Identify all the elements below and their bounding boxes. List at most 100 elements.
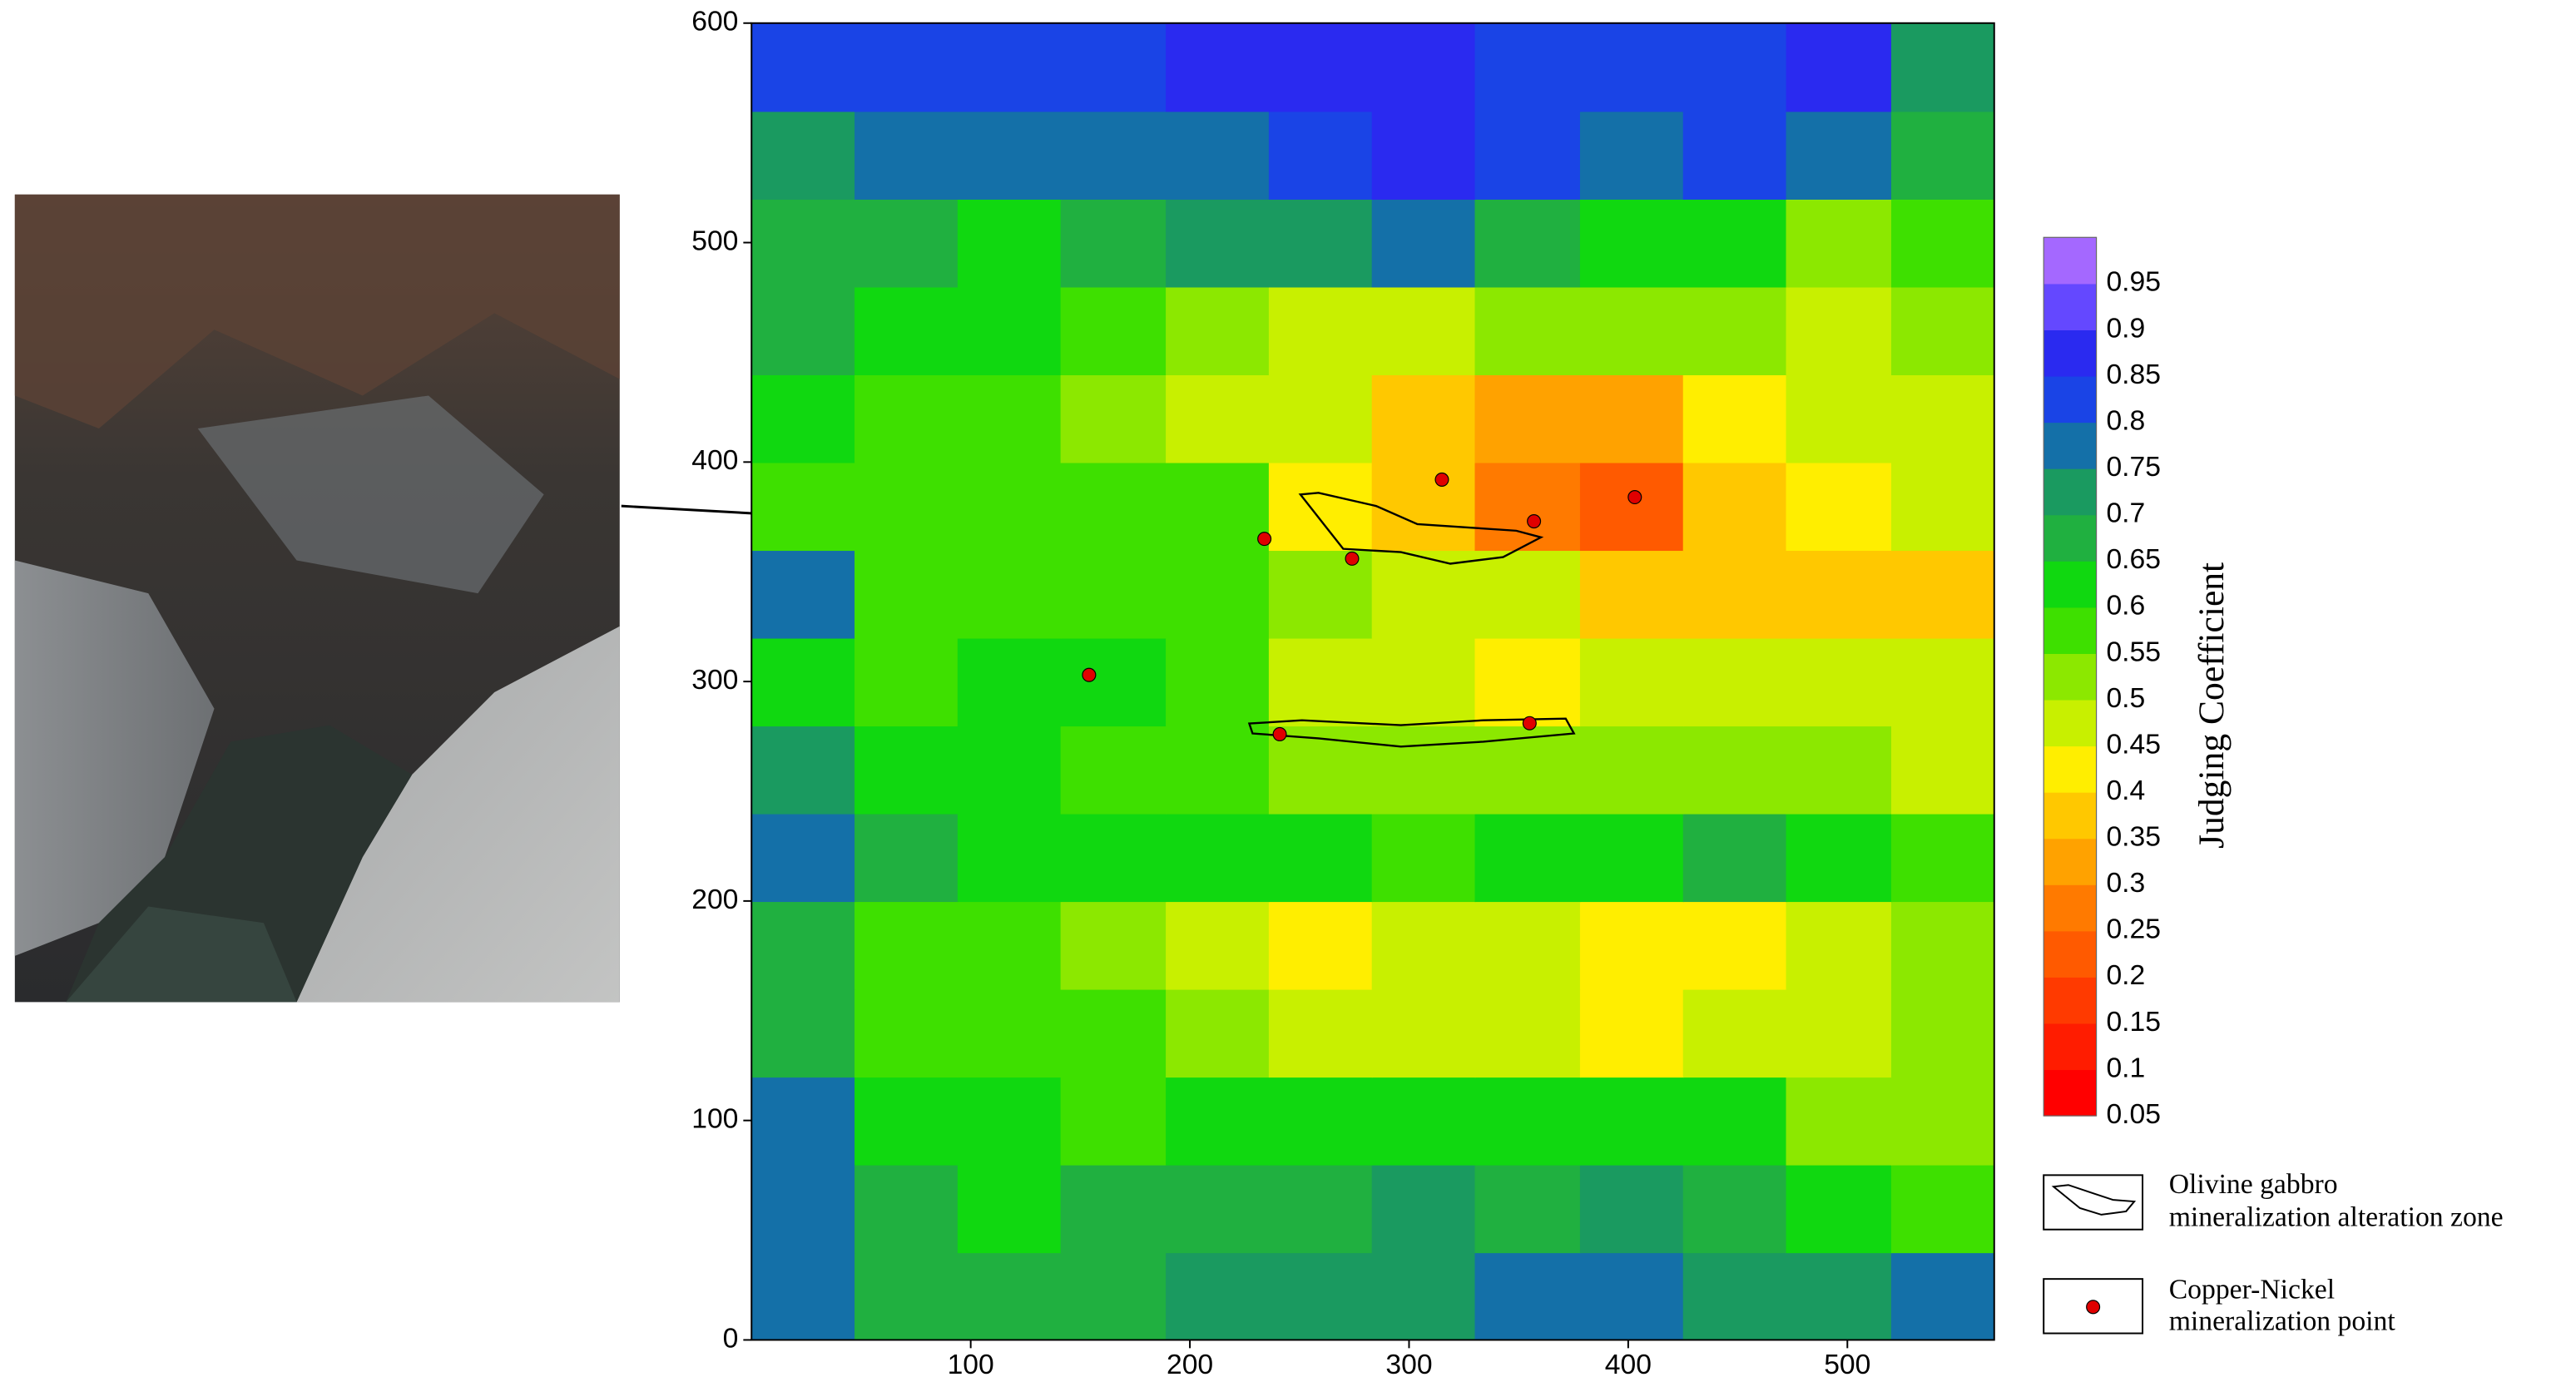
- field-cell: [1682, 22, 1787, 112]
- field-cell: [1890, 1164, 1994, 1254]
- field-cell: [751, 374, 856, 463]
- field-cell: [1786, 198, 1893, 288]
- field-cell: [1890, 111, 1994, 200]
- field-cell: [1890, 637, 1994, 727]
- field-cell: [855, 198, 959, 288]
- field-cell: [1579, 198, 1684, 288]
- field-cell: [1371, 988, 1476, 1078]
- field-cell: [1268, 111, 1373, 200]
- field-cell: [751, 900, 856, 990]
- field-cell: [751, 813, 856, 903]
- field-cell: [1579, 1164, 1684, 1254]
- field-cell: [1579, 637, 1684, 727]
- colorbar-segment: [2043, 1069, 2097, 1117]
- mineralization-point: [1527, 514, 1542, 529]
- field-cell: [1682, 900, 1787, 990]
- colorbar-tick-label: 0.8: [2106, 405, 2145, 436]
- field-cell: [1786, 988, 1893, 1078]
- colorbar-segment: [2043, 329, 2097, 377]
- field-cell: [1579, 549, 1684, 639]
- field-cell: [1682, 813, 1787, 903]
- colorbar-segment: [2043, 699, 2097, 747]
- mineralization-point: [1522, 716, 1537, 731]
- mineralization-point: [1257, 532, 1272, 547]
- colorbar-tick-label: 0.4: [2106, 775, 2145, 806]
- field-cell: [855, 22, 959, 112]
- field-cell: [1371, 725, 1476, 815]
- colorbar-segment: [2043, 514, 2097, 562]
- field-cell: [1579, 462, 1684, 552]
- colorbar-tick-label: 0.1: [2106, 1053, 2145, 1083]
- field-cell: [957, 22, 1062, 112]
- colorbar-segment: [2043, 838, 2097, 885]
- colorbar-segment: [2043, 1023, 2097, 1071]
- field-cell: [1682, 637, 1787, 727]
- colorbar-segment: [2043, 561, 2097, 608]
- field-cell: [1786, 549, 1893, 639]
- field-cell: [1060, 637, 1167, 727]
- field-cell: [1371, 374, 1476, 463]
- field-cell: [1579, 1251, 1684, 1340]
- field-cell: [1786, 286, 1893, 376]
- field-cell: [957, 1164, 1062, 1254]
- y-tick-label: 0: [723, 1323, 739, 1354]
- field-cell: [1474, 462, 1582, 552]
- contour-field: [751, 22, 1994, 1340]
- field-cell: [957, 462, 1062, 552]
- field-cell: [1268, 813, 1373, 903]
- field-cell: [1474, 374, 1582, 463]
- field-cell: [1890, 1076, 1994, 1166]
- colorbar-tick-label: 0.45: [2106, 729, 2161, 760]
- field-cell: [1371, 637, 1476, 727]
- field-cell: [1060, 549, 1167, 639]
- field-cell: [1786, 1076, 1893, 1166]
- field-cell: [751, 1164, 856, 1254]
- mineralization-point: [1272, 726, 1287, 741]
- field-cell: [1579, 813, 1684, 903]
- colorbar-tick-label: 0.15: [2106, 1007, 2161, 1038]
- field-cell: [1166, 22, 1271, 112]
- field-cell: [1890, 198, 1994, 288]
- field-cell: [1474, 637, 1582, 727]
- field-cell: [855, 374, 959, 463]
- field-cell: [855, 637, 959, 727]
- mineralization-point: [1345, 551, 1360, 566]
- field-cell: [1682, 988, 1787, 1078]
- y-tick-label: 300: [691, 665, 738, 696]
- field-cell: [1786, 111, 1893, 200]
- field-cell: [1890, 549, 1994, 639]
- colorbar-tick-label: 0.3: [2106, 868, 2145, 899]
- field-cell: [1682, 111, 1787, 200]
- field-cell: [855, 111, 959, 200]
- field-cell: [1682, 462, 1787, 552]
- field-cell: [1579, 286, 1684, 376]
- y-tick-label: 100: [691, 1104, 738, 1135]
- colorbar-segment: [2043, 468, 2097, 516]
- field-cell: [855, 813, 959, 903]
- field-cell: [957, 637, 1062, 727]
- field-cell: [1060, 1164, 1167, 1254]
- field-cell: [751, 1076, 856, 1166]
- field-cell: [1786, 637, 1893, 727]
- field-cell: [957, 813, 1062, 903]
- field-cell: [1166, 1076, 1271, 1166]
- field-cell: [1474, 900, 1582, 990]
- field-cell: [1060, 813, 1167, 903]
- colorbar-tick-label: 0.75: [2106, 452, 2161, 483]
- field-cell: [1371, 813, 1476, 903]
- field-cell: [1268, 1076, 1373, 1166]
- colorbar-title: Judging Coefficient: [2192, 562, 2232, 849]
- colorbar-tick-label: 0.5: [2106, 683, 2145, 714]
- x-tick-label: 300: [1385, 1350, 1432, 1380]
- field-cell: [1579, 988, 1684, 1078]
- y-tick-label: 600: [691, 7, 738, 37]
- field-cell: [1890, 22, 1994, 112]
- field-cell: [1371, 549, 1476, 639]
- field-cell: [1371, 22, 1476, 112]
- field-cell: [1268, 900, 1373, 990]
- field-cell: [957, 988, 1062, 1078]
- field-cell: [1474, 988, 1582, 1078]
- field-cell: [1268, 286, 1373, 376]
- legend-label: Olivine gabbro: [2169, 1169, 2338, 1200]
- field-cell: [1786, 374, 1893, 463]
